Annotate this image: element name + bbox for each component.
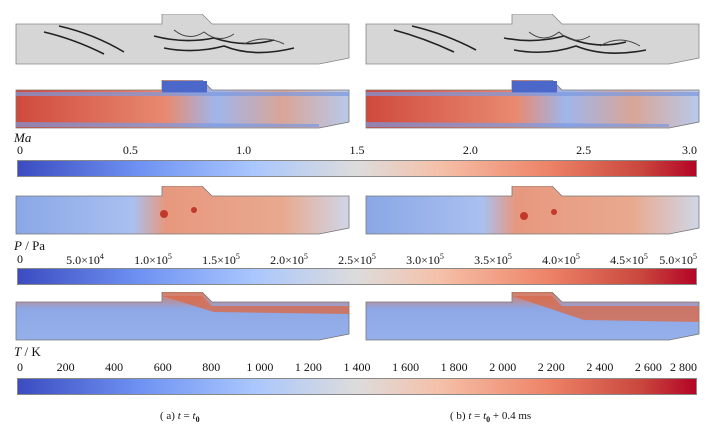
colorbar-t-tick-label: 1 800 bbox=[440, 360, 468, 374]
colorbar-p-tick-label: 5.0×105 bbox=[659, 252, 697, 267]
mach-contour-panel-a bbox=[14, 80, 351, 132]
caption-b: ( b) t = t0 + 0.4 ms bbox=[450, 410, 532, 425]
colorbar-t-tick-label: 1 600 bbox=[392, 360, 420, 374]
colorbar-t-tick-label: 1 400 bbox=[343, 360, 371, 374]
colorbar-p-tick-label: 4.0×105 bbox=[542, 252, 580, 267]
colorbar-ma-tick-label: 2.0 bbox=[462, 143, 478, 157]
colorbar-t-tick-label: 200 bbox=[56, 360, 75, 374]
colorbar-ma-tick-label: 0.5 bbox=[122, 143, 138, 157]
pressure-contour-panel-a bbox=[14, 186, 351, 238]
colorbar-ma-tick-label: 2.5 bbox=[576, 143, 592, 157]
colorbar-t-tick-label: 400 bbox=[105, 360, 124, 374]
colorbar-ma-tick-label: 0 bbox=[17, 143, 23, 157]
colorbar-ma bbox=[17, 160, 697, 177]
colorbar-p-tick-label: 3.5×105 bbox=[474, 252, 512, 267]
colorbar-p-tick-label: 1.5×105 bbox=[202, 252, 240, 267]
pressure-contour-panel-b bbox=[364, 186, 701, 238]
colorbar-ma-tick-label: 1.0 bbox=[236, 143, 252, 157]
schlieren-panel-a bbox=[14, 14, 351, 70]
colorbar-t-tick-label: 0 bbox=[17, 360, 23, 374]
temperature-contour-panel-a bbox=[14, 292, 351, 344]
caption-a: ( a) t = t0 bbox=[160, 410, 200, 425]
colorbar-p-tick-label: 2.0×105 bbox=[270, 252, 308, 267]
colorbar-t-title: T / K bbox=[14, 344, 41, 359]
schlieren-panel-b bbox=[364, 14, 701, 70]
colorbar-p-title: P / Pa bbox=[14, 238, 46, 253]
colorbar-ma-tick-label: 3.0 bbox=[682, 143, 697, 157]
colorbar-t-tick-label: 600 bbox=[153, 360, 172, 374]
colorbar-p bbox=[17, 268, 697, 285]
colorbar-p-tick-label: 3.0×105 bbox=[406, 252, 444, 267]
colorbar-t-tick-label: 1 000 bbox=[246, 360, 274, 374]
colorbar-t-tick-label: 800 bbox=[202, 360, 221, 374]
colorbar-t-tick-label: 2 800 bbox=[670, 360, 697, 374]
colorbar-p-tick-label: 5.0×104 bbox=[66, 252, 104, 267]
colorbar-ma-title: Ma bbox=[14, 130, 32, 145]
colorbar-t-tick-label: 2 400 bbox=[586, 360, 614, 374]
colorbar-t bbox=[17, 378, 697, 395]
colorbar-p-tick-label: 0 bbox=[17, 252, 23, 266]
colorbar-t-tick-label: 2 600 bbox=[634, 360, 662, 374]
colorbar-ma-tick-label: 1.5 bbox=[349, 143, 365, 157]
colorbar-p-tick-label: 1.0×105 bbox=[134, 252, 172, 267]
colorbar-t-tick-label: 2 000 bbox=[489, 360, 517, 374]
temperature-contour-panel-b bbox=[364, 292, 701, 344]
colorbar-p-tick-label: 4.5×105 bbox=[610, 252, 648, 267]
colorbar-t-tick-label: 2 200 bbox=[537, 360, 565, 374]
colorbar-t-tick-label: 1 200 bbox=[294, 360, 322, 374]
colorbar-p-tick-label: 2.5×105 bbox=[338, 252, 376, 267]
mach-contour-panel-b bbox=[364, 80, 701, 132]
